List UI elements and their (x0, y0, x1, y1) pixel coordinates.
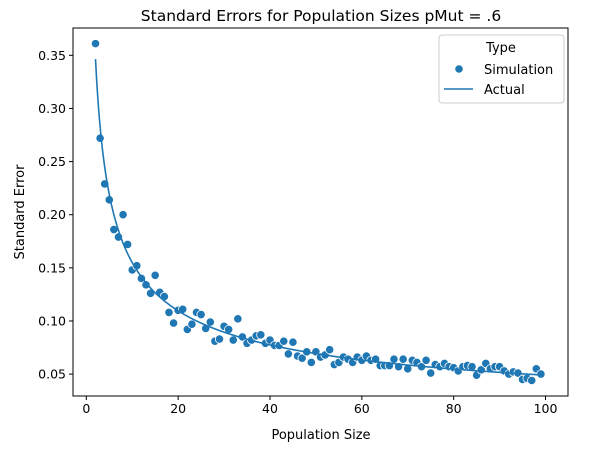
x-tick-label: 40 (262, 401, 278, 416)
plot-marks (90, 39, 546, 386)
simulation-point (95, 133, 105, 143)
simulation-point (256, 330, 266, 340)
y-tick-label: 0.05 (38, 367, 66, 382)
legend-simulation-marker (454, 64, 464, 74)
simulation-point (141, 280, 151, 290)
legend-simulation-label: Simulation (484, 63, 553, 78)
simulation-point (283, 349, 293, 359)
y-tick-label: 0.30 (38, 101, 66, 116)
simulation-point (279, 336, 289, 346)
simulation-point (297, 353, 307, 363)
x-tick-label: 80 (446, 401, 462, 416)
simulation-point (228, 335, 238, 345)
legend-frame (438, 34, 565, 104)
y-tick-label: 0.15 (38, 260, 66, 275)
y-tick-label: 0.25 (38, 154, 66, 169)
legend-title: Type (485, 41, 516, 56)
simulation-point (325, 345, 335, 355)
simulation-point (164, 307, 174, 318)
x-axis-label: Population Size (271, 428, 370, 443)
simulation-point (90, 39, 101, 49)
simulation-point (426, 368, 436, 378)
simulation-point (306, 357, 316, 368)
y-tick-label: 0.35 (38, 48, 66, 63)
y-axis: 0.05 0.10 0.15 0.20 0.25 0.30 0.35 (38, 48, 73, 382)
y-tick-label: 0.10 (38, 313, 66, 328)
x-tick-label: 60 (354, 401, 370, 416)
simulation-point (389, 354, 399, 364)
x-axis: 0 20 40 60 80 100 (82, 396, 557, 416)
simulation-point (233, 314, 243, 324)
simulation-point (421, 355, 431, 365)
y-axis-label: Standard Error (13, 164, 28, 260)
simulation-point (288, 337, 298, 347)
actual-line (94, 59, 541, 376)
x-tick-label: 0 (82, 401, 90, 416)
plot-frame (72, 27, 569, 397)
chart-title: Standard Errors for Population Sizes pMu… (141, 7, 501, 25)
simulation-point (168, 318, 179, 328)
simulation-point (398, 354, 408, 364)
x-tick-label: 100 (534, 401, 558, 416)
simulation-point (150, 270, 160, 280)
legend: Type Simulation Actual (438, 34, 565, 104)
legend-actual-label: Actual (484, 83, 525, 98)
simulation-point (527, 375, 537, 386)
y-tick-label: 0.20 (38, 207, 66, 222)
simulation-point (214, 334, 225, 344)
simulation-point (187, 319, 197, 329)
x-tick-label: 20 (170, 401, 186, 416)
simulation-point (118, 210, 128, 220)
simulation-point (196, 309, 206, 320)
